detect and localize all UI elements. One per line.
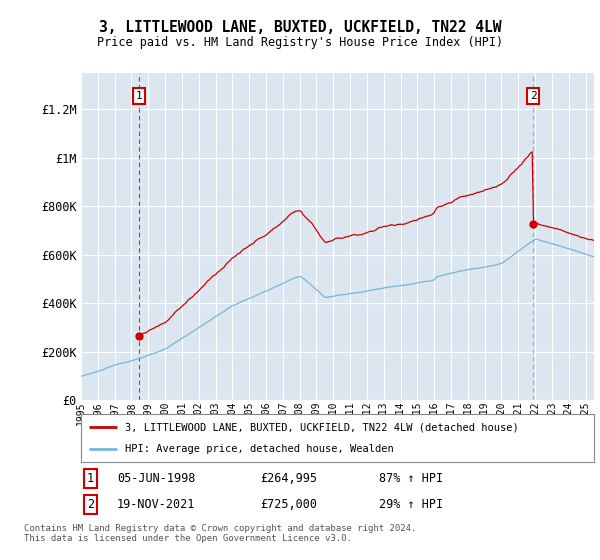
- Text: 2: 2: [530, 91, 536, 101]
- Text: 1: 1: [135, 91, 142, 101]
- Text: 87% ↑ HPI: 87% ↑ HPI: [379, 472, 443, 484]
- Text: Price paid vs. HM Land Registry's House Price Index (HPI): Price paid vs. HM Land Registry's House …: [97, 36, 503, 49]
- Text: 1: 1: [86, 472, 94, 484]
- Text: 2: 2: [86, 498, 94, 511]
- Text: £264,995: £264,995: [260, 472, 317, 484]
- Text: 29% ↑ HPI: 29% ↑ HPI: [379, 498, 443, 511]
- Text: 3, LITTLEWOOD LANE, BUXTED, UCKFIELD, TN22 4LW: 3, LITTLEWOOD LANE, BUXTED, UCKFIELD, TN…: [99, 20, 501, 35]
- Text: HPI: Average price, detached house, Wealden: HPI: Average price, detached house, Weal…: [125, 444, 394, 454]
- Text: 19-NOV-2021: 19-NOV-2021: [117, 498, 195, 511]
- Text: £725,000: £725,000: [260, 498, 317, 511]
- Text: 3, LITTLEWOOD LANE, BUXTED, UCKFIELD, TN22 4LW (detached house): 3, LITTLEWOOD LANE, BUXTED, UCKFIELD, TN…: [125, 422, 518, 432]
- Text: Contains HM Land Registry data © Crown copyright and database right 2024.
This d: Contains HM Land Registry data © Crown c…: [24, 524, 416, 543]
- Text: 05-JUN-1998: 05-JUN-1998: [117, 472, 195, 484]
